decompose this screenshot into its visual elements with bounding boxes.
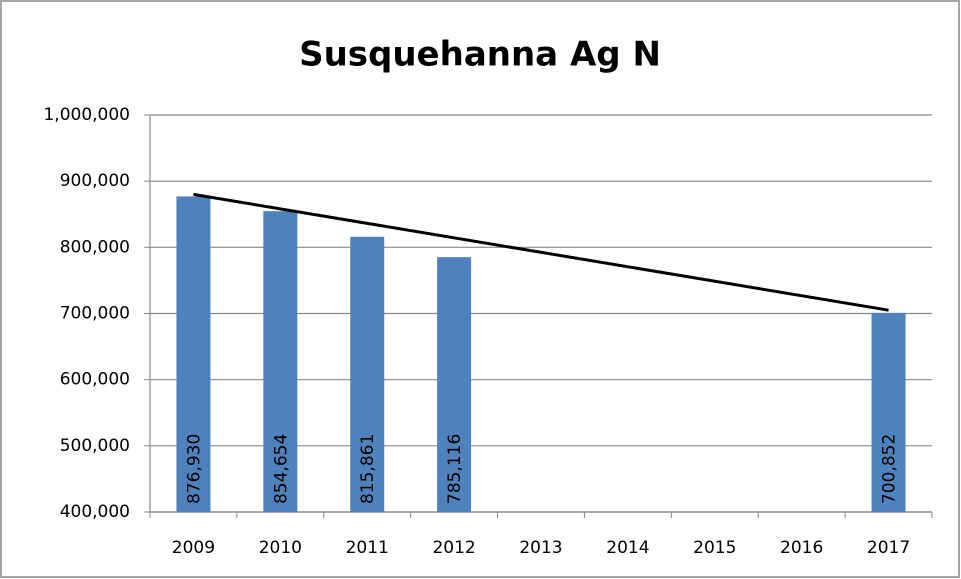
x-tick-label: 2012 bbox=[432, 538, 475, 558]
data-label: 854,654 bbox=[271, 434, 291, 504]
bar bbox=[176, 196, 211, 512]
data-label: 876,930 bbox=[184, 434, 204, 504]
bar bbox=[437, 257, 472, 512]
x-tick-label: 2010 bbox=[259, 538, 302, 558]
bar bbox=[263, 211, 298, 513]
y-tick-label: 900,000 bbox=[60, 171, 130, 191]
x-tick-label: 2014 bbox=[606, 538, 649, 558]
x-tick-label: 2009 bbox=[172, 538, 215, 558]
data-label: 785,116 bbox=[445, 434, 465, 504]
x-tick-label: 2017 bbox=[867, 538, 910, 558]
bar bbox=[350, 236, 385, 513]
y-tick-label: 700,000 bbox=[60, 304, 130, 324]
chart-title: Susquehanna Ag N bbox=[299, 35, 661, 75]
data-label: 700,852 bbox=[880, 434, 900, 504]
y-tick-label: 500,000 bbox=[60, 436, 130, 456]
x-tick-label: 2013 bbox=[519, 538, 562, 558]
x-tick-label: 2015 bbox=[693, 538, 736, 558]
bar bbox=[871, 312, 906, 512]
y-tick-label: 600,000 bbox=[60, 370, 130, 390]
data-label: 815,861 bbox=[358, 434, 378, 504]
y-tick-label: 800,000 bbox=[60, 237, 130, 257]
trend-line bbox=[193, 192, 889, 312]
y-tick-label: 400,000 bbox=[60, 502, 130, 522]
x-tick-label: 2016 bbox=[780, 538, 823, 558]
y-tick-label: 1,000,000 bbox=[43, 105, 130, 125]
x-tick-label: 2011 bbox=[346, 538, 389, 558]
